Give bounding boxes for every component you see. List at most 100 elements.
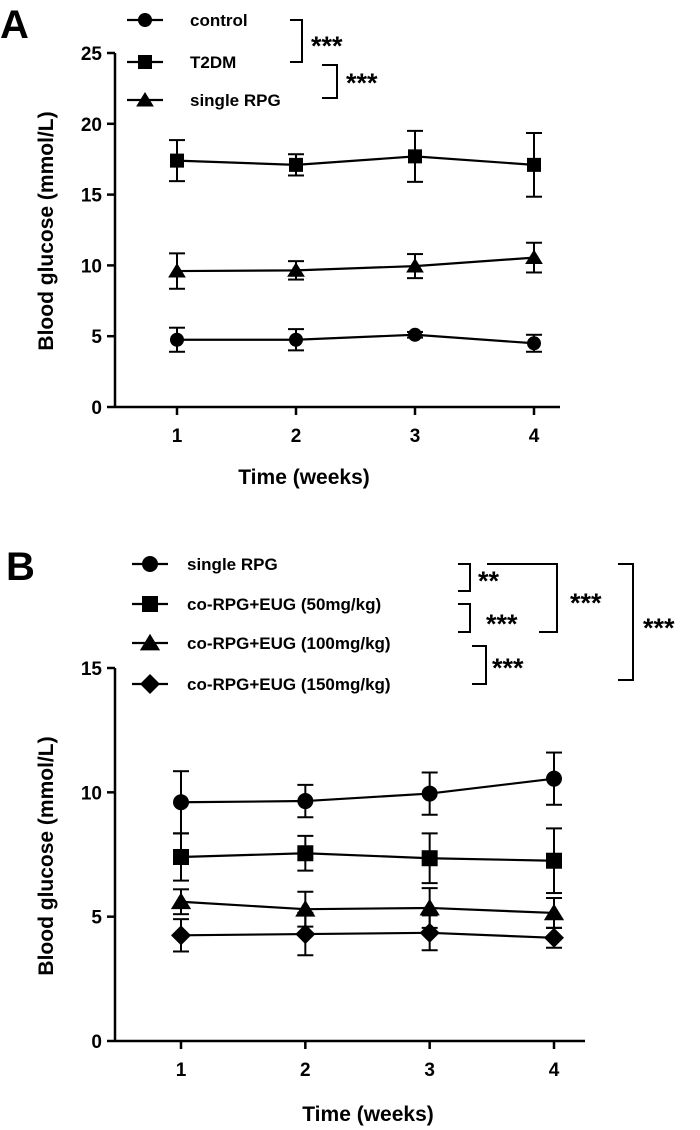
panel-a-data-point [170, 332, 184, 347]
panel-a-data-point [525, 249, 543, 265]
panel-b-letter: B [6, 545, 35, 589]
panel-a-x-tick-label: 1 [172, 426, 183, 447]
panel-a-y-tick-label: 25 [81, 44, 103, 65]
panel-b-y-axis-title: Blood glucose (mmol/L) [35, 736, 58, 975]
panel-a-significance-bracket: *** [322, 64, 378, 99]
panel-b-legend-marker [139, 633, 161, 651]
panel-b-y-tick-label: 15 [81, 659, 103, 680]
panel-a: A Time (weeks) Blood glucose (mmol/L) 0 5… [0, 3, 560, 489]
panel-b-bracket-line [472, 645, 487, 685]
panel-a-y-tick-label: 15 [81, 186, 103, 207]
panel-b-significance-bracket: ** [458, 563, 500, 596]
panel-b-data-point [421, 850, 438, 867]
panel-a-legend-marker [136, 91, 154, 107]
panel-a-y-tick-label: 5 [91, 327, 102, 348]
panel-b-y-tick-label: 10 [81, 783, 102, 804]
panel-b-bracket-line [487, 563, 558, 633]
panel-b-bracket-line [458, 603, 471, 633]
panel-b-bracket-line [618, 563, 634, 681]
panel-a-y-tick-label: 0 [91, 398, 102, 419]
panel-a-series-square [169, 129, 542, 198]
panel-b-significance-label: *** [570, 588, 602, 618]
panel-b-data-point [546, 852, 562, 869]
panel-a-x-tick-label: 2 [291, 426, 302, 447]
panel-b-significance-bracket: *** [472, 645, 524, 685]
panel-a-plot-area: 0 5 10 15 20 25 1 2 3 4 control T2DM single RPG *****… [81, 11, 560, 447]
panel-b-significance-bracket: *** [458, 603, 518, 639]
panel-b-series-circle [173, 751, 562, 835]
panel-b-x-tick-label: 4 [549, 1060, 560, 1081]
panel-a-data-point [289, 332, 303, 347]
panel-b-series-line [180, 852, 555, 862]
panel-a-significance-bracket: *** [290, 19, 343, 63]
panel-b-x-tick-label: 3 [424, 1060, 435, 1081]
panel-a-data-point [408, 327, 422, 342]
panel-b-legend-marker [142, 596, 158, 612]
panel-a-legend-marker [138, 13, 152, 27]
panel-b-legend-marker [142, 556, 158, 572]
panel-a-y-tick-label: 10 [81, 256, 102, 277]
panel-a-significance-label: *** [346, 68, 378, 98]
panel-b-legend-marker [140, 674, 160, 694]
panel-b-data-point [297, 845, 314, 862]
panel-a-data-point [170, 153, 184, 168]
panel-a-significance-label: *** [311, 31, 343, 61]
panel-a-data-point [527, 157, 541, 172]
panel-b-data-point [171, 925, 191, 946]
panel-b-significance-bracket: *** [618, 563, 675, 681]
panel-a-y-tick-label: 20 [81, 115, 102, 136]
panel-b-plot-area: 0 5 10 15 1 2 3 4 single RPG co-RPG+EUG (50mg/kg)… [81, 555, 675, 1081]
panel-b-x-tick-label: 1 [176, 1060, 187, 1081]
panel-b-series-line [180, 777, 555, 804]
panel-b-series-diamond [171, 911, 564, 957]
panel-b-significance-label: *** [643, 613, 675, 643]
panel-b-series-line [180, 900, 555, 915]
panel-b-data-point [419, 898, 440, 916]
panel-a-series-line [177, 333, 535, 345]
panel-b-significance-bracket: *** [487, 563, 602, 633]
panel-b-legend-label: co-RPG+EUG (100mg/kg) [187, 634, 391, 653]
panel-a-series-line [176, 256, 535, 273]
panel-a-y-axis-title: Blood glucose (mmol/L) [35, 111, 58, 350]
panel-b-significance-label: ** [478, 566, 500, 596]
panel-a-data-point [527, 336, 541, 351]
panel-a-series-line [176, 155, 535, 166]
panel-b-data-point [295, 924, 316, 945]
panel-b-significance-label: *** [492, 653, 524, 683]
panel-b-data-point [297, 793, 314, 810]
panel-b-legend-label: single RPG [187, 555, 278, 574]
panel-b-data-point [170, 892, 192, 910]
panel-b-legend: single RPG co-RPG+EUG (50mg/kg) co-RPG+EUG… [132, 555, 391, 694]
panel-b-series-triangle [170, 887, 565, 929]
panel-b-x-tick-label: 2 [300, 1060, 311, 1081]
panel-b-data-point [544, 927, 564, 948]
panel-a-x-axis-title: Time (weeks) [238, 466, 370, 489]
panel-b-legend-label: co-RPG+EUG (50mg/kg) [187, 595, 381, 614]
panel-a-series-circle [169, 326, 542, 353]
panel-b-data-point [543, 903, 565, 921]
panel-a-bracket-line [322, 64, 338, 99]
panel-b-data-point [546, 770, 562, 787]
panel-a-x-tick-label: 4 [529, 426, 540, 447]
panel-b-data-point [419, 922, 440, 943]
panel-b-legend-label: co-RPG+EUG (150mg/kg) [187, 675, 391, 694]
panel-a-series-triangle [168, 241, 543, 290]
panel-a-legend-label: T2DM [190, 53, 236, 72]
panel-b-y-tick-label: 0 [91, 1032, 102, 1053]
panel-a-data-point [408, 149, 422, 164]
panel-b-significance-label: *** [486, 609, 518, 639]
panel-a-data-point [289, 157, 303, 172]
panel-a-data-point [287, 262, 305, 277]
panel-a-legend-label: single RPG [190, 91, 281, 110]
panel-a-data-point [406, 258, 424, 273]
panel-a-legend: control T2DM single RPG [127, 11, 281, 110]
panel-b-series-line [180, 931, 555, 939]
panel-a-data-point [168, 263, 186, 278]
panel-b-x-axis-title: Time (weeks) [302, 1103, 434, 1126]
panel-a-x-tick-label: 3 [410, 426, 421, 447]
panel-a-bracket-line [290, 19, 303, 63]
panel-b-data-point [173, 848, 189, 865]
panel-a-legend-label: control [190, 11, 248, 30]
panel-a-legend-marker [138, 55, 152, 69]
